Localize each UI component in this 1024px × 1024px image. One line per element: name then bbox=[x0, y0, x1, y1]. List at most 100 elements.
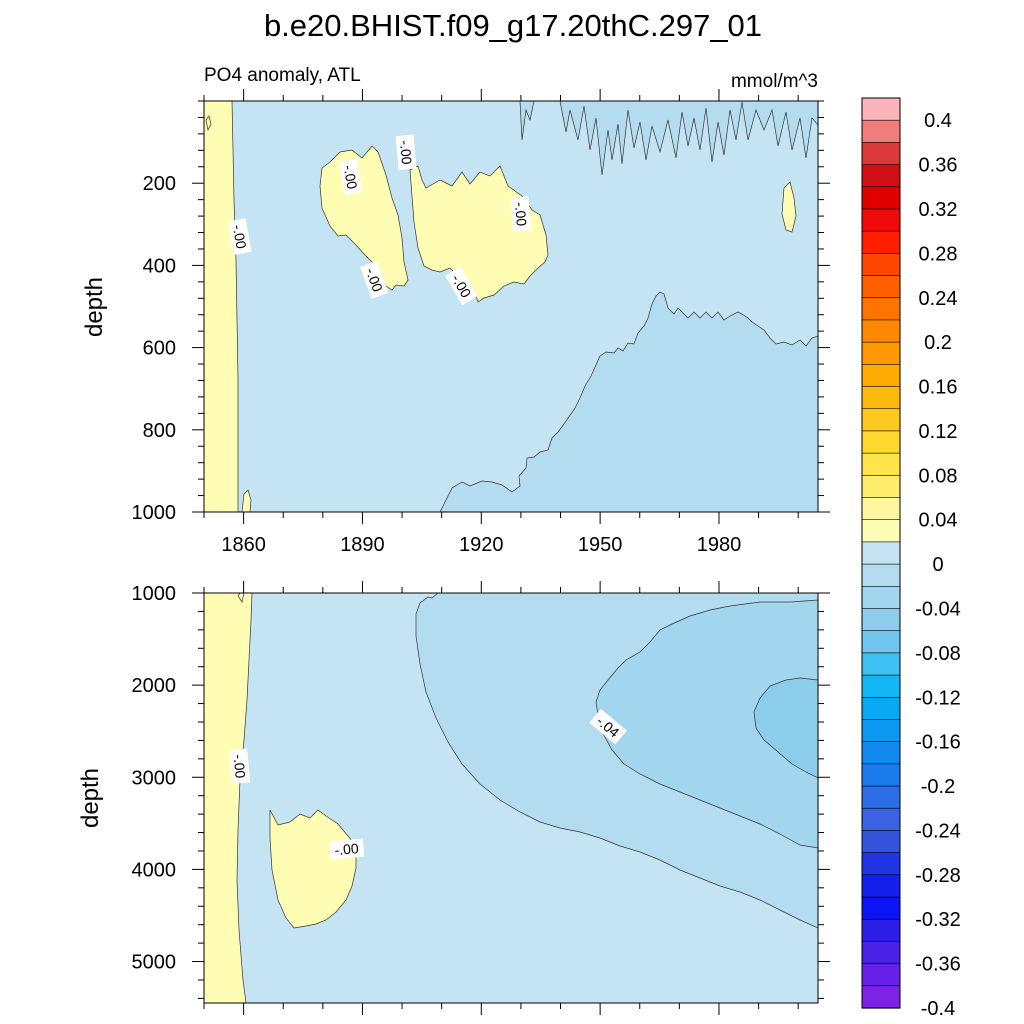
panel-upper-frame bbox=[203, 100, 819, 513]
colorbar-tick-label: 0 bbox=[932, 554, 943, 576]
colorbar-tick-label: -0.2 bbox=[921, 776, 955, 798]
contour-fill-positive-small-top bbox=[237, 593, 245, 603]
colorbar-swatch bbox=[861, 941, 901, 965]
colorbar-frame bbox=[861, 97, 901, 1009]
colorbar-tick-label: 0.32 bbox=[919, 199, 958, 221]
contour-fill-level-below-minus-0.02 bbox=[439, 291, 818, 512]
colorbar-swatch bbox=[861, 741, 901, 765]
colorbar-swatch bbox=[861, 807, 901, 832]
contour-fill-level-below-minus-0.06 bbox=[753, 677, 818, 779]
colorbar-swatch bbox=[861, 696, 901, 721]
colorbar-tick-label: 0.24 bbox=[919, 288, 958, 310]
contour-label-text: -.00 bbox=[341, 164, 361, 191]
contour-fill-positive-blob-deep bbox=[269, 809, 357, 929]
colorbar-swatch bbox=[861, 497, 901, 521]
colorbar-swatch bbox=[861, 874, 901, 898]
colorbar-swatch bbox=[861, 519, 901, 543]
colorbar-swatch bbox=[861, 253, 901, 277]
colorbar-swatch bbox=[861, 963, 901, 987]
panel-lower-contour-fills bbox=[204, 593, 818, 1003]
y-tick-label: 800 bbox=[143, 420, 176, 442]
contour-label-text: -.00 bbox=[363, 266, 386, 294]
colorbar-tick-label: 0.4 bbox=[924, 110, 952, 132]
contour-label: -.00 bbox=[395, 134, 417, 171]
panel-upper-y-axis-label: depth bbox=[81, 277, 108, 337]
contour-label: -.00 bbox=[229, 748, 251, 784]
colorbar-tick-label: -0.08 bbox=[915, 643, 961, 665]
figure-title: b.e20.BHIST.f09_g17.20thC.297_01 bbox=[264, 8, 762, 43]
panel-upper-axes: 1860 1890 1920 1950 1980 200 400 600 800 1000 bbox=[132, 89, 830, 556]
colorbar-tick-label: 0.04 bbox=[919, 510, 958, 532]
panel-lower-frame bbox=[203, 592, 819, 1004]
y-tick-label: 1000 bbox=[132, 583, 177, 605]
colorbar-swatch bbox=[861, 186, 901, 210]
y-tick-label: 400 bbox=[143, 255, 176, 277]
colorbar-swatch bbox=[861, 763, 901, 787]
y-tick-label: 4000 bbox=[132, 859, 177, 881]
colorbar-swatch bbox=[861, 142, 901, 166]
panel-upper-units-label: mmol/m^3 bbox=[731, 71, 818, 92]
colorbar-swatch bbox=[861, 674, 901, 698]
contour-fill-surface-negative bbox=[519, 101, 818, 176]
colorbar-tick-label: -0.04 bbox=[915, 598, 961, 620]
contour-fill-positive-blob-1 bbox=[319, 145, 409, 291]
contour-fill-positive-small-2 bbox=[205, 115, 212, 132]
panel-upper-contour-labels: -.00-.00-.00-.00 -.00-.00 bbox=[227, 134, 532, 306]
colorbar-swatch bbox=[861, 630, 901, 654]
colorbar-tick-label: 0.16 bbox=[919, 377, 958, 399]
colorbar-swatch bbox=[861, 297, 901, 321]
contour-label: -.00 bbox=[227, 218, 252, 255]
colorbar-tick-label: -0.36 bbox=[915, 954, 961, 976]
colorbar-swatch bbox=[861, 475, 901, 499]
colorbar-tick-label: -0.32 bbox=[915, 909, 961, 931]
colorbar-swatch bbox=[861, 364, 901, 388]
colorbar-swatch bbox=[861, 230, 901, 254]
panel-lower-contour-labels: -.00-.00-.04 bbox=[229, 708, 627, 860]
colorbar-swatch bbox=[861, 608, 901, 632]
contour-fill-positive-left-band bbox=[204, 101, 239, 512]
x-tick-label: 1950 bbox=[578, 534, 623, 556]
colorbar-swatch bbox=[861, 652, 901, 676]
contour-label-text: -.00 bbox=[397, 140, 415, 166]
colorbar-tick-label: 0.28 bbox=[919, 243, 958, 265]
contour-fill-level-below-minus-0.04 bbox=[595, 599, 818, 849]
colorbar: 0.4 0.36 0.32 0.28 0.24 0.2 0.16 0.12 0.08 0.04 0 -… bbox=[861, 97, 961, 1020]
contour-fill-positive-left-band bbox=[204, 593, 253, 1003]
colorbar-swatch bbox=[861, 208, 901, 232]
colorbar-swatch bbox=[861, 119, 901, 143]
colorbar-swatch bbox=[861, 275, 901, 299]
contour-label-text: -.00 bbox=[334, 840, 360, 858]
colorbar-swatch bbox=[861, 896, 901, 920]
contour-label: -.00 bbox=[328, 838, 365, 860]
y-tick-label: 5000 bbox=[132, 952, 177, 974]
colorbar-tick-label: -0.16 bbox=[915, 732, 961, 754]
panel-lower-axes: 1000 2000 3000 4000 5000 bbox=[132, 581, 830, 1015]
colorbar-tick-label: -0.24 bbox=[915, 820, 961, 842]
contour-fill-positive-small-1 bbox=[241, 489, 252, 512]
colorbar-swatch bbox=[861, 830, 901, 854]
colorbar-tick-label: 0.36 bbox=[919, 155, 958, 177]
panel-upper-left-label: PO4 anomaly, ATL bbox=[204, 65, 361, 86]
x-tick-label: 1890 bbox=[340, 534, 385, 556]
y-tick-label: 1000 bbox=[132, 502, 177, 524]
contour-label-text: -.00 bbox=[230, 223, 250, 250]
panel-upper: PO4 anomaly, ATL mmol/m^3 depth -.00 -.00… bbox=[81, 65, 830, 556]
colorbar-swatch bbox=[861, 430, 901, 454]
colorbar-swatch bbox=[861, 164, 901, 188]
colorbar-swatch bbox=[861, 918, 901, 943]
colorbar-swatch bbox=[861, 985, 901, 1009]
y-tick-label: 3000 bbox=[132, 767, 177, 789]
y-tick-label: 2000 bbox=[132, 675, 177, 697]
contour-fill-positive-small-right bbox=[781, 181, 797, 233]
x-tick-label: 1920 bbox=[459, 534, 504, 556]
contour-label: -.00 bbox=[360, 260, 389, 299]
colorbar-tick-label: -0.12 bbox=[915, 687, 961, 709]
contour-label-text: -.00 bbox=[512, 201, 530, 227]
y-tick-label: 600 bbox=[143, 338, 176, 360]
colorbar-swatch bbox=[861, 97, 901, 121]
colorbar-tick-label: -0.28 bbox=[915, 865, 961, 887]
x-tick-label: 1980 bbox=[697, 534, 742, 556]
colorbar-swatch bbox=[861, 341, 901, 365]
